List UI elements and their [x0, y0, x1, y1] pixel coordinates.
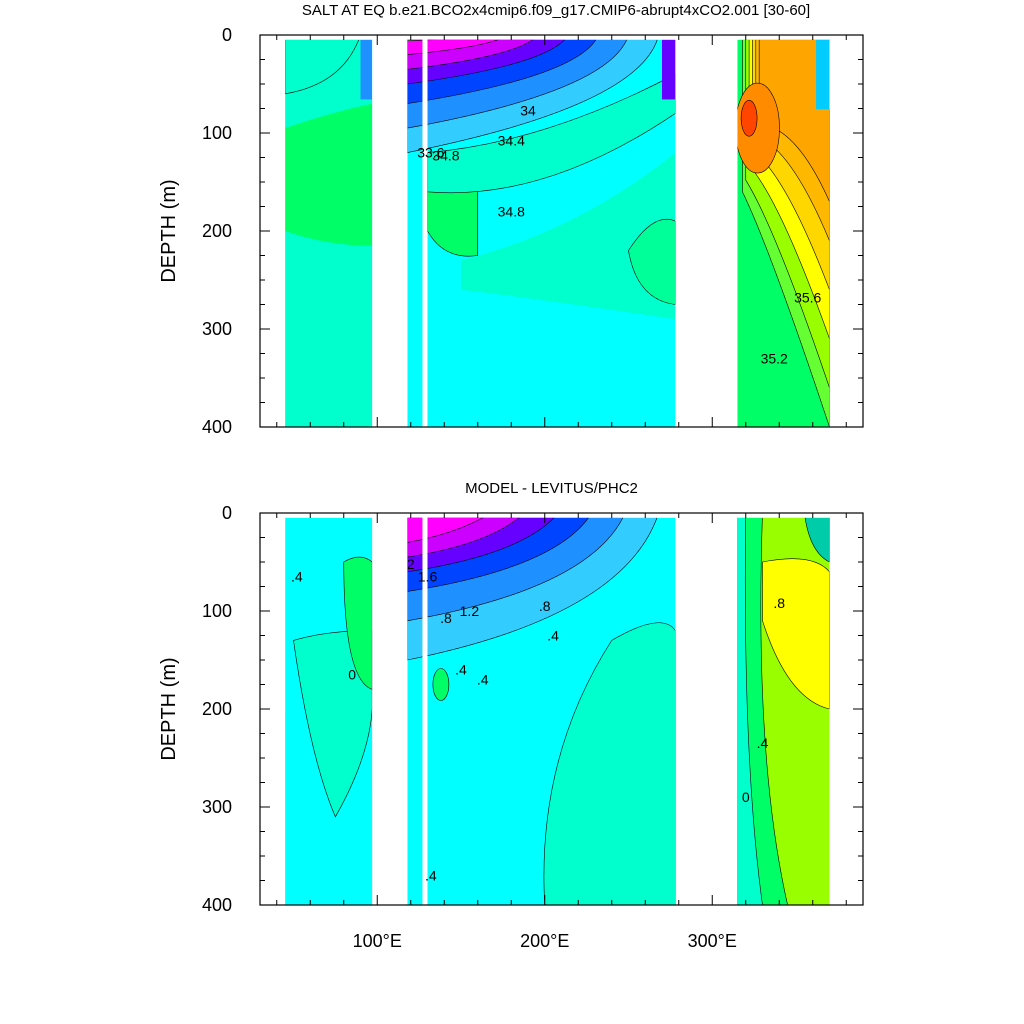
salinity-panel: 0 100 200 300 400 DEPTH (m) SALT AT EQ b.e21.B… — [158, 2, 864, 437]
land-mask — [372, 35, 408, 427]
fill-pacific-deep — [461, 152, 676, 320]
contour-label: 0 — [348, 667, 356, 683]
fill-west-green — [343, 556, 373, 690]
contour-label: .8 — [773, 595, 785, 611]
fill-pacific-edge — [662, 39, 676, 100]
fill-west-green — [285, 103, 373, 246]
contour-label: 1.2 — [460, 603, 480, 619]
y-axis-label: DEPTH (m) — [158, 657, 180, 760]
y-tick-label: 100 — [202, 123, 232, 143]
fill-pacific-band — [407, 39, 478, 42]
contour-label: .8 — [539, 598, 551, 614]
fill-west-mid — [293, 630, 373, 818]
y-tick-label: 400 — [202, 895, 232, 915]
fill-atlantic-cool — [737, 517, 763, 906]
contour-label: .4 — [757, 735, 769, 751]
y-tick-label: 400 — [202, 417, 232, 437]
y-tick-label: 300 — [202, 797, 232, 817]
y-axis-label: DEPTH (m) — [158, 179, 180, 282]
land-mask — [422, 35, 428, 427]
fill-atlantic-edge — [816, 39, 830, 110]
contour-field — [285, 517, 830, 906]
land-mask — [675, 513, 738, 905]
contour-label: .4 — [425, 868, 437, 884]
fill-pacific-green — [432, 668, 450, 701]
fill-west-deep — [285, 709, 373, 905]
x-tick-label: 100°E — [353, 931, 402, 951]
contour-label: 34.4 — [498, 133, 525, 149]
fill-atlantic-edge — [804, 517, 830, 563]
contour-label: 34.8 — [498, 203, 525, 219]
fill-atlantic-yellow — [762, 558, 830, 710]
fill-west-top — [285, 39, 361, 95]
land-mask — [422, 513, 428, 905]
contour-label: 35.2 — [761, 350, 788, 366]
y-tick-label: 0 — [222, 25, 232, 45]
fill-pacific-band — [407, 517, 493, 543]
land-mask — [372, 513, 408, 905]
contour-label: .8 — [440, 610, 452, 626]
fill-pacific-band — [407, 39, 509, 55]
land-mask — [675, 35, 738, 427]
contour-label: .4 — [477, 672, 489, 688]
y-tick-label: 200 — [202, 221, 232, 241]
fill-west-edge — [360, 39, 373, 100]
fill-atlantic-core — [740, 100, 758, 137]
fill-pacific-east — [543, 622, 676, 906]
contour-label: 33.6 — [417, 145, 444, 161]
y-tick-label: 300 — [202, 319, 232, 339]
y-tick-label: 100 — [202, 601, 232, 621]
contour-field — [285, 39, 830, 428]
contour-label: 0 — [742, 789, 750, 805]
y-tick-label: 200 — [202, 699, 232, 719]
chart-title: SALT AT EQ b.e21.BCO2x4cmip6.f09_g17.CMI… — [302, 2, 810, 19]
contour-label: .4 — [455, 662, 467, 678]
x-tick-label: 300°E — [688, 931, 737, 951]
chart-title: MODEL - LEVITUS/PHC2 — [465, 480, 638, 497]
contour-label: .4 — [291, 569, 303, 585]
x-tick-label: 200°E — [520, 931, 569, 951]
contour-label: 1.6 — [418, 569, 438, 585]
contour-label: 35.6 — [794, 290, 821, 306]
contour-label: 2 — [407, 556, 415, 572]
y-tick-label: 0 — [222, 503, 232, 523]
contour-label: 34 — [520, 102, 536, 118]
contour-label: 34.8 — [432, 147, 459, 163]
contour-label: .4 — [547, 627, 559, 643]
